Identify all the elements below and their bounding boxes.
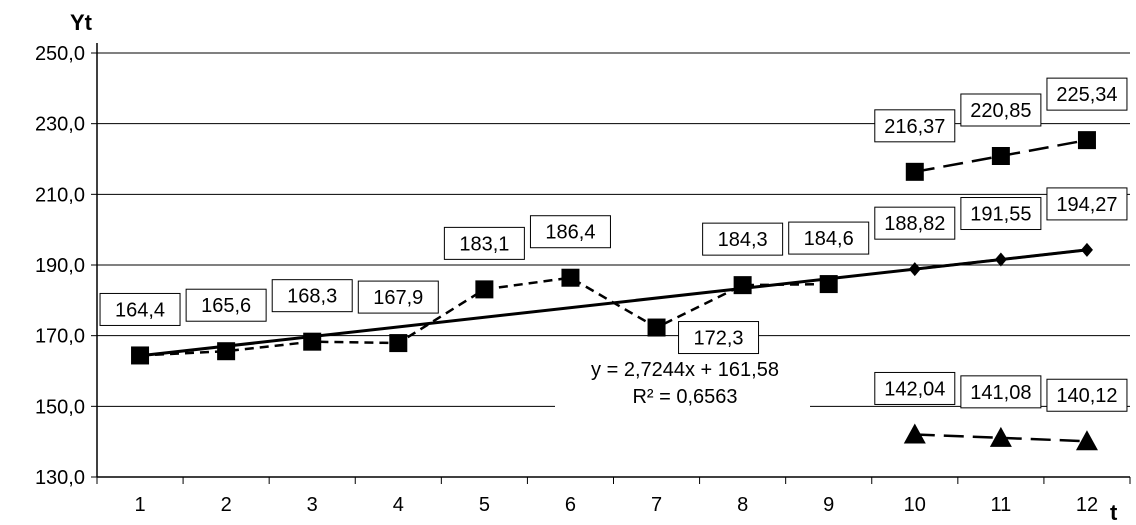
x-tick-labels: 1 2 3 4 5 6 7 8 9 10 11 12 [134, 494, 1098, 516]
data-label: 142,04 [884, 378, 945, 400]
data-label: 194,27 [1056, 194, 1117, 216]
x-tick-label: 3 [307, 494, 318, 516]
trendline-equation: y = 2,7244x + 161,58 [591, 359, 779, 381]
trendline-r-squared: R² = 0,6563 [632, 386, 737, 408]
x-tick-label: 12 [1076, 494, 1098, 516]
y-tick-label: 130,0 [35, 467, 85, 489]
data-label-box [874, 109, 956, 143]
trendline [139, 248, 1088, 358]
data-label-box [529, 215, 611, 249]
data-label: 172,3 [694, 328, 744, 350]
data-label-box [271, 279, 353, 313]
y-tick-label: 210,0 [35, 184, 85, 206]
triangle-marker [903, 423, 926, 444]
data-label: 184,3 [718, 229, 768, 251]
data-label-box [1046, 378, 1128, 412]
data-label-box [1046, 77, 1128, 111]
data-label-box [357, 280, 439, 314]
data-label: 140,12 [1056, 385, 1117, 407]
x-tick-label: 1 [134, 494, 145, 516]
data-labels: 164,4 165,6 168,3 167,9 183,1 186,4 172,3 184,3… [99, 77, 1128, 412]
square-marker [647, 318, 666, 337]
y-tick-label: 250,0 [35, 43, 85, 65]
y-axis-title: Yt [70, 10, 93, 35]
data-label-box [99, 292, 181, 326]
data-label: 216,37 [884, 116, 945, 138]
x-tick-label: 8 [737, 494, 748, 516]
x-tick-label: 5 [479, 494, 490, 516]
x-tick-label: 9 [823, 494, 834, 516]
x-tick-label: 11 [990, 494, 1011, 516]
trendline-group: y = 2,7244x + 161,58 R² = 0,6563 [139, 248, 1088, 412]
square-marker [991, 146, 1010, 165]
data-label-box [678, 321, 760, 355]
data-label: 165,6 [201, 295, 251, 317]
data-label: 168,3 [287, 286, 337, 308]
data-label-box [960, 375, 1042, 409]
triangle-marker [1075, 430, 1098, 451]
data-label: 191,55 [970, 204, 1031, 226]
square-marker [1077, 131, 1096, 150]
data-label: 184,6 [804, 228, 854, 250]
x-axis-title: t [1110, 500, 1118, 525]
data-label: 141,08 [970, 382, 1031, 404]
data-label: 183,1 [459, 233, 509, 255]
data-label-box [874, 206, 956, 240]
y-tick-label: 170,0 [35, 326, 85, 348]
data-label-box [960, 197, 1042, 231]
x-tick-label: 10 [904, 494, 926, 516]
data-label-box [874, 371, 956, 405]
data-label-box [443, 226, 525, 260]
data-label: 164,4 [115, 299, 165, 321]
y-tick-label: 150,0 [35, 396, 85, 418]
data-label: 186,4 [545, 222, 595, 244]
x-tick-label: 2 [221, 494, 232, 516]
y-tick-label: 190,0 [35, 255, 85, 277]
square-marker [475, 280, 494, 299]
x-tick-label: 6 [565, 494, 576, 516]
y-tick-labels: 250,0 230,0 210,0 190,0 170,0 150,0 130,0 [35, 43, 85, 489]
data-label-box [960, 93, 1042, 127]
data-label: 167,9 [373, 287, 423, 309]
data-label: 220,85 [970, 100, 1031, 122]
data-label-box [702, 222, 784, 256]
square-marker [389, 334, 408, 353]
y-tick-label: 230,0 [35, 114, 85, 136]
axes [91, 43, 1131, 484]
triangle-marker [989, 426, 1012, 447]
x-tick-label: 4 [393, 494, 404, 516]
square-marker [561, 268, 580, 287]
x-tick-label: 7 [651, 494, 662, 516]
data-label: 188,82 [884, 213, 945, 235]
data-label-box [788, 221, 870, 255]
square-marker [905, 162, 924, 181]
data-label-box [185, 288, 267, 322]
square-marker [733, 276, 752, 295]
trendline-label-background [555, 352, 810, 412]
data-label-box [1046, 187, 1128, 221]
data-label: 225,34 [1056, 84, 1117, 106]
